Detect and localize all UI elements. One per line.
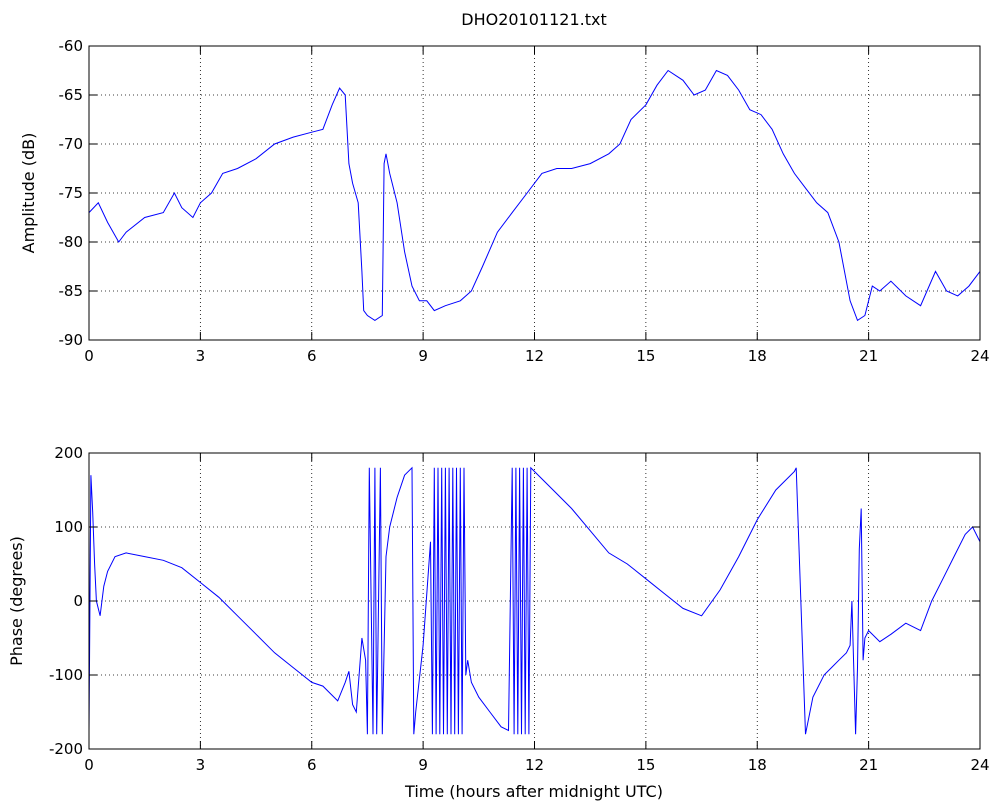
phase-plot: 0 3 6 9 12 15 18 21 24 -200 -100 0 100 200 Phase (deg… bbox=[7, 444, 990, 801]
amplitude-ytick-label: -65 bbox=[59, 86, 84, 104]
phase-y-axis-title: Phase (degrees) bbox=[7, 536, 26, 666]
amplitude-xtick-label: 6 bbox=[307, 347, 317, 365]
phase-grid bbox=[89, 453, 980, 749]
amplitude-xtick-label: 21 bbox=[859, 347, 878, 365]
amplitude-series-line bbox=[88, 69, 981, 322]
phase-xtick-label: 15 bbox=[636, 756, 655, 774]
amplitude-ytick-label: -70 bbox=[59, 135, 84, 153]
amplitude-xtick-label: 0 bbox=[84, 347, 94, 365]
amplitude-ticks: 0 3 6 9 12 15 18 21 24 -90 -85 -80 -75 -70 -65 -60 bbox=[59, 37, 990, 365]
amplitude-xtick-label: 15 bbox=[636, 347, 655, 365]
amplitude-ytick-label: -80 bbox=[59, 233, 84, 251]
phase-ytick-label: 0 bbox=[73, 592, 83, 610]
phase-xtick-label: 0 bbox=[84, 756, 94, 774]
amplitude-plot: 0 3 6 9 12 15 18 21 24 -90 -85 -80 -75 -70 -65 -60 Ampl… bbox=[19, 37, 990, 365]
amplitude-xtick-label: 24 bbox=[970, 347, 989, 365]
phase-ytick-label: 100 bbox=[54, 518, 83, 536]
amplitude-xtick-label: 9 bbox=[418, 347, 428, 365]
phase-xtick-label: 9 bbox=[418, 756, 428, 774]
phase-xtick-label: 21 bbox=[859, 756, 878, 774]
phase-series-layer bbox=[88, 466, 981, 735]
phase-x-axis-title: Time (hours after midnight UTC) bbox=[404, 782, 663, 801]
amplitude-xtick-label: 12 bbox=[525, 347, 544, 365]
phase-ytick-label: -200 bbox=[49, 740, 83, 758]
amplitude-grid bbox=[89, 46, 980, 340]
phase-ytick-label: -100 bbox=[49, 666, 83, 684]
amplitude-ytick-label: -75 bbox=[59, 184, 84, 202]
amplitude-series-layer bbox=[88, 69, 981, 322]
figure-title: DHO20101121.txt bbox=[461, 10, 606, 29]
phase-xtick-label: 6 bbox=[307, 756, 317, 774]
amplitude-ytick-label: -85 bbox=[59, 282, 84, 300]
phase-ytick-label: 200 bbox=[54, 444, 83, 462]
phase-xtick-label: 18 bbox=[748, 756, 767, 774]
amplitude-ytick-label: -90 bbox=[59, 331, 84, 349]
phase-series-line bbox=[88, 466, 981, 735]
amplitude-xtick-label: 3 bbox=[196, 347, 206, 365]
phase-xtick-label: 24 bbox=[970, 756, 989, 774]
phase-ticks: 0 3 6 9 12 15 18 21 24 -200 -100 0 100 200 bbox=[49, 444, 990, 774]
phase-xtick-label: 3 bbox=[196, 756, 206, 774]
amplitude-y-axis-title: Amplitude (dB) bbox=[19, 133, 38, 254]
amplitude-ytick-label: -60 bbox=[59, 37, 84, 55]
phase-xtick-label: 12 bbox=[525, 756, 544, 774]
amplitude-xtick-label: 18 bbox=[748, 347, 767, 365]
